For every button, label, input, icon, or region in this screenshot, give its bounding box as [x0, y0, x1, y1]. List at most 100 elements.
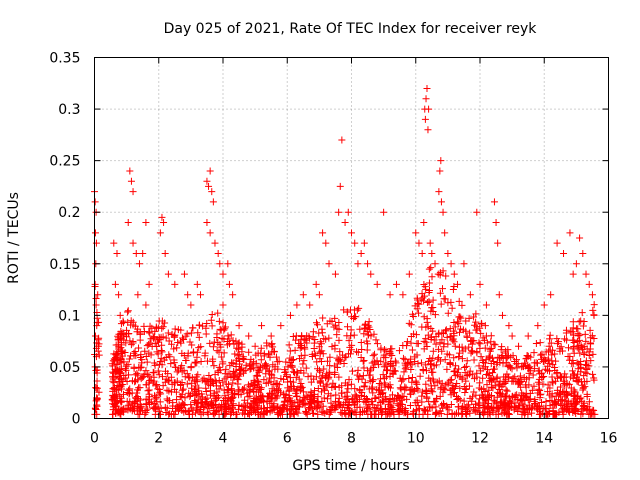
data-point	[422, 95, 430, 103]
data-point	[537, 351, 545, 359]
data-point	[439, 208, 447, 216]
data-point	[430, 336, 438, 344]
data-point	[443, 402, 451, 410]
data-point	[354, 366, 362, 374]
data-point	[403, 338, 411, 346]
data-point	[462, 377, 470, 385]
data-point	[443, 365, 451, 373]
data-point	[417, 359, 425, 367]
data-point	[408, 373, 416, 381]
data-point	[425, 374, 433, 382]
data-point	[384, 400, 392, 408]
data-point	[400, 368, 408, 376]
data-point	[429, 347, 437, 355]
data-point	[372, 407, 380, 415]
data-point	[306, 301, 314, 309]
data-point	[344, 208, 352, 216]
data-point	[462, 327, 470, 335]
data-point	[425, 265, 433, 273]
data-point	[127, 321, 135, 329]
data-point	[195, 321, 203, 329]
data-point	[475, 362, 483, 370]
data-point	[461, 388, 469, 396]
data-point	[203, 357, 211, 365]
data-point	[427, 335, 435, 343]
data-point	[354, 260, 362, 268]
data-point	[257, 410, 265, 418]
data-point	[326, 353, 334, 361]
data-point	[369, 352, 377, 360]
data-point	[156, 357, 164, 365]
data-point	[248, 361, 256, 369]
data-point	[292, 389, 300, 397]
data-point	[132, 249, 140, 257]
data-point	[398, 396, 406, 404]
data-point	[415, 410, 423, 418]
data-point	[440, 295, 448, 303]
data-point	[126, 398, 134, 406]
data-point	[412, 379, 420, 387]
data-point	[315, 291, 323, 299]
data-point	[227, 386, 235, 394]
data-point	[307, 391, 315, 399]
data-point	[445, 406, 453, 414]
data-point	[527, 353, 535, 361]
data-point	[339, 351, 347, 359]
data-point	[552, 399, 560, 407]
data-point	[314, 410, 322, 418]
data-point	[325, 260, 333, 268]
data-point	[180, 270, 188, 278]
data-point	[164, 370, 172, 378]
data-point	[493, 374, 501, 382]
data-point	[427, 365, 435, 373]
data-point	[231, 350, 239, 358]
data-point	[481, 336, 489, 344]
data-point	[310, 410, 318, 418]
data-point	[465, 401, 473, 409]
data-point	[439, 285, 447, 293]
data-point	[428, 273, 436, 281]
data-point	[192, 373, 200, 381]
data-point	[323, 357, 331, 365]
data-point	[348, 341, 356, 349]
data-point	[295, 375, 303, 383]
data-point	[528, 386, 536, 394]
data-point	[92, 384, 100, 392]
data-point	[171, 363, 179, 371]
data-point	[437, 157, 445, 165]
data-point	[511, 373, 519, 381]
data-point	[170, 345, 178, 353]
data-point	[540, 358, 548, 366]
data-point	[252, 351, 260, 359]
data-point	[111, 366, 119, 374]
data-point	[209, 198, 217, 206]
data-point	[117, 375, 125, 383]
data-point	[529, 371, 537, 379]
data-point	[166, 410, 174, 418]
data-point	[446, 376, 454, 384]
data-point	[152, 406, 160, 414]
data-point	[589, 350, 597, 358]
data-point	[124, 360, 132, 368]
data-point	[135, 384, 143, 392]
data-point	[92, 397, 100, 405]
data-point	[156, 229, 164, 237]
data-point	[154, 385, 162, 393]
data-point	[588, 409, 596, 417]
data-point	[163, 395, 171, 403]
data-point	[437, 385, 445, 393]
data-point	[536, 387, 544, 395]
data-point	[420, 297, 428, 305]
data-point	[585, 280, 593, 288]
data-point	[320, 394, 328, 402]
data-point	[231, 369, 239, 377]
data-point	[260, 352, 268, 360]
data-point	[337, 389, 345, 397]
data-point	[163, 386, 171, 394]
data-point	[242, 361, 250, 369]
data-point	[117, 320, 125, 328]
data-point	[344, 402, 352, 410]
data-point	[548, 351, 556, 359]
data-point	[441, 356, 449, 364]
data-point	[571, 407, 579, 415]
